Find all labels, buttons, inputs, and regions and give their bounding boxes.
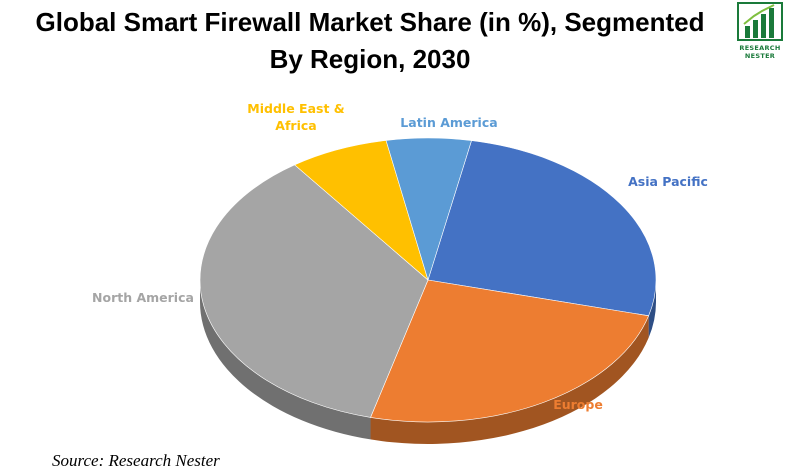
pie-side-north-america [200, 280, 371, 440]
chart-title-line-1: Global Smart Firewall Market Share (in %… [35, 7, 705, 37]
slice-label-north-america: North America [92, 290, 194, 305]
pie-side-asia-pacific [648, 280, 656, 338]
slice-label-latin-america: Latin America [400, 115, 497, 130]
chart-title: Global Smart Firewall Market Share (in %… [0, 4, 740, 78]
research-nester-logo: RESEARCH NESTER [736, 2, 784, 62]
pie-slice-north-america [199, 164, 429, 418]
pie-side-europe [370, 315, 649, 444]
logo-word-nester: NESTER [744, 52, 776, 60]
chart-title-line-2: By Region, 2030 [269, 44, 471, 74]
pie-labels: Asia Pacific Europe North America Middle Ea… [92, 101, 708, 412]
pie-slice-asia-pacific [427, 140, 657, 317]
slice-label-asia-pacific: Asia Pacific [628, 174, 708, 189]
bar-chart-logo-icon [737, 2, 783, 41]
pie-slice-latin-america [385, 137, 472, 282]
pie-side-walls [200, 280, 656, 444]
source-note: Source: Research Nester [52, 451, 220, 470]
pie-slice-europe [370, 279, 650, 423]
slice-label-middle-east-africa: Middle East & Africa [247, 101, 344, 133]
slice-label-europe: Europe [553, 397, 603, 412]
pie-top-faces [199, 137, 657, 423]
logo-word-research: RESEARCH [739, 44, 781, 52]
